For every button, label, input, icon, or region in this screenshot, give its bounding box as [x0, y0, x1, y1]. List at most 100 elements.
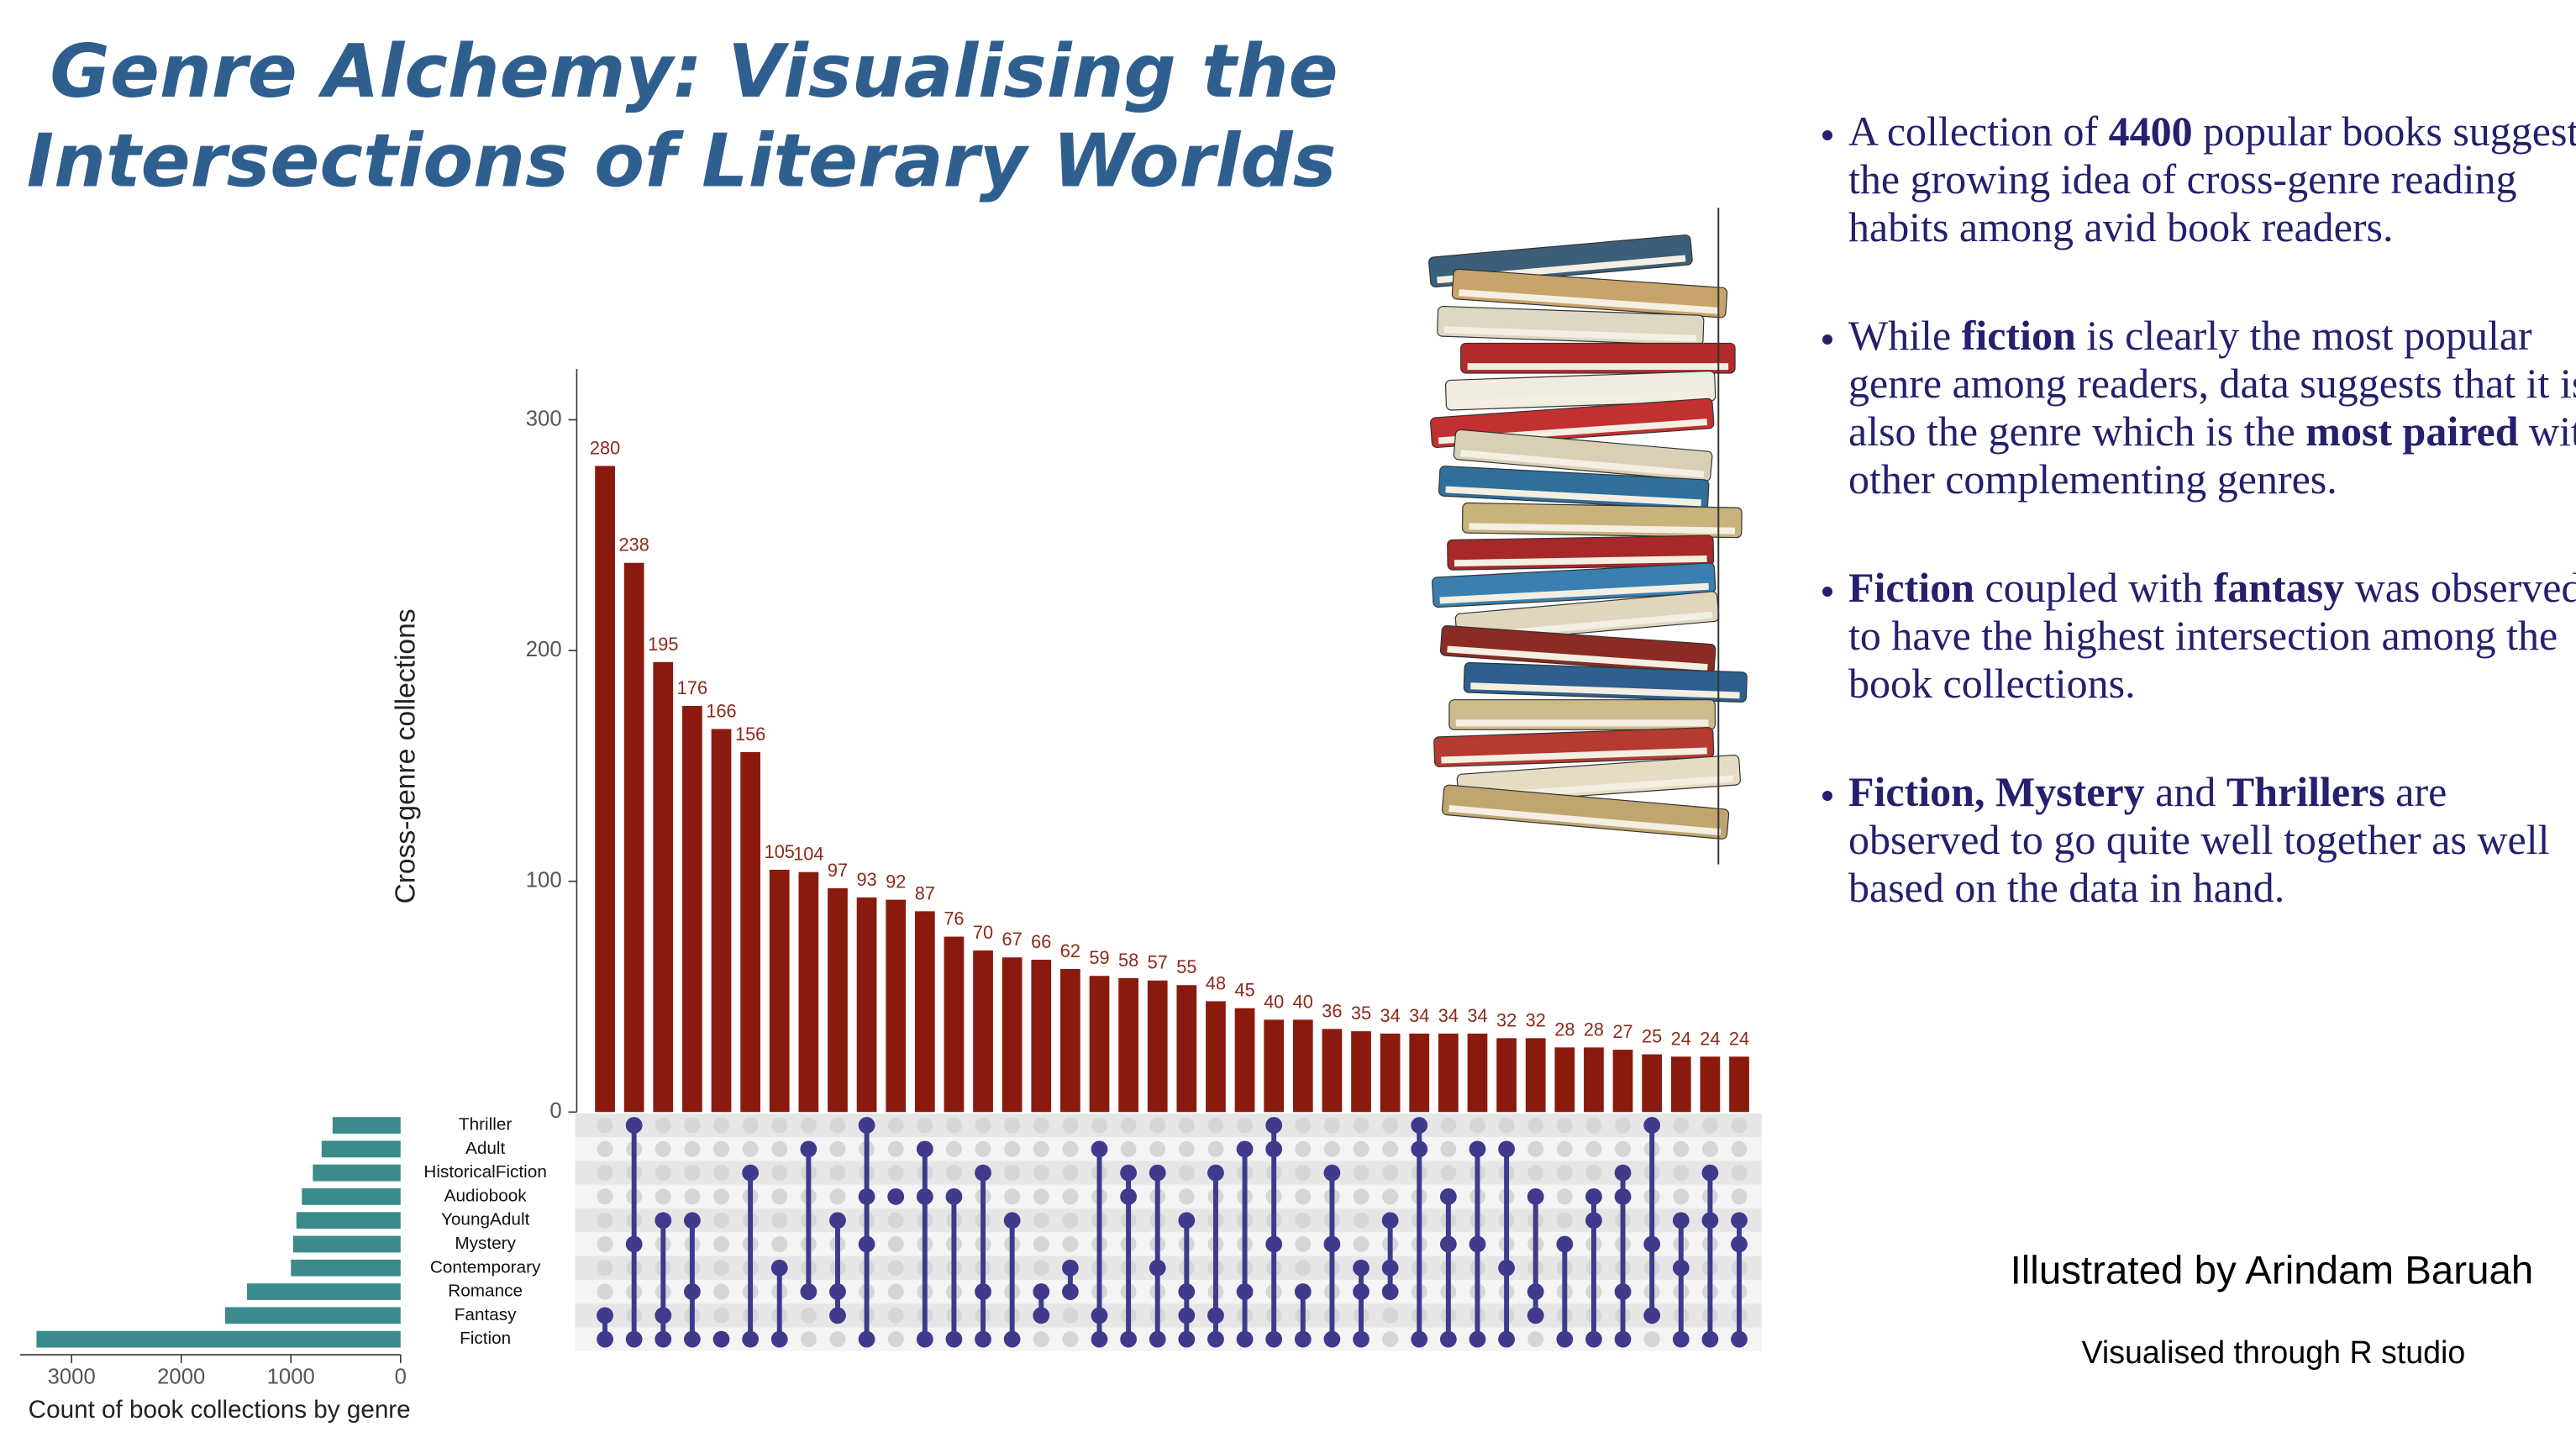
empty-dot — [1469, 1117, 1485, 1134]
empty-dot — [597, 1283, 613, 1300]
empty-dot — [1701, 1140, 1718, 1157]
member-dot — [770, 1259, 788, 1277]
empty-dot — [1004, 1165, 1021, 1182]
empty-dot — [1556, 1212, 1573, 1229]
text: was observed to have the highest interse… — [1848, 564, 2576, 707]
empty-dot — [945, 1117, 962, 1134]
member-dot — [1033, 1307, 1050, 1324]
set-size-bar — [296, 1212, 401, 1229]
member-dot — [1469, 1140, 1486, 1158]
member-dot — [1149, 1330, 1166, 1348]
book-pages — [1441, 747, 1707, 764]
member-dot — [1731, 1330, 1748, 1348]
member-dot — [800, 1283, 817, 1300]
book-pages — [1448, 805, 1722, 836]
bar — [1031, 960, 1052, 1113]
bar — [1147, 980, 1168, 1113]
empty-dot — [742, 1140, 759, 1157]
empty-dot — [887, 1165, 904, 1182]
bar — [1292, 1019, 1313, 1113]
member-dot — [625, 1117, 643, 1134]
empty-dot — [1527, 1165, 1544, 1182]
member-dot — [1439, 1235, 1457, 1253]
member-dot — [1498, 1330, 1515, 1348]
empty-dot — [1062, 1117, 1079, 1134]
empty-dot — [1062, 1188, 1079, 1205]
empty-dot — [945, 1165, 962, 1182]
bar — [1234, 1008, 1255, 1113]
member-dot — [1585, 1188, 1602, 1205]
value-label: 32 — [1496, 1009, 1517, 1030]
empty-dot — [1004, 1140, 1021, 1157]
empty-dot — [829, 1117, 846, 1134]
member-dot — [1236, 1330, 1254, 1348]
member-dot — [1265, 1140, 1283, 1158]
member-dot — [858, 1188, 875, 1205]
member-dot — [1178, 1307, 1196, 1324]
member-dot — [1381, 1259, 1399, 1277]
bar — [653, 661, 674, 1113]
set-label: HistoricalFiction — [423, 1162, 546, 1182]
member-dot — [1527, 1307, 1544, 1324]
member-dot — [597, 1330, 613, 1348]
set-size-bar — [224, 1307, 401, 1324]
bar — [1467, 1033, 1488, 1113]
member-dot — [1294, 1283, 1312, 1300]
empty-dot — [1120, 1117, 1137, 1134]
empty-dot — [597, 1260, 613, 1277]
member-dot — [1353, 1330, 1369, 1348]
value-label: 93 — [856, 869, 876, 890]
bar — [1438, 1033, 1459, 1113]
book-pages — [1443, 326, 1697, 342]
value-label: 40 — [1264, 991, 1284, 1012]
empty-dot — [713, 1307, 730, 1324]
title-line: Genre Alchemy: Visualising the — [50, 29, 1338, 114]
member-dot — [1003, 1330, 1021, 1348]
x-tick-label: 0 — [395, 1366, 407, 1389]
member-dot — [1614, 1330, 1632, 1348]
member-dot — [1294, 1330, 1312, 1348]
empty-dot — [1731, 1140, 1748, 1157]
empty-dot — [1178, 1165, 1195, 1182]
value-label: 24 — [1700, 1028, 1720, 1049]
empty-dot — [713, 1140, 730, 1157]
member-dot — [1498, 1140, 1515, 1158]
empty-dot — [1062, 1331, 1079, 1348]
empty-dot — [1295, 1188, 1312, 1205]
member-dot — [1353, 1283, 1369, 1300]
bar — [1584, 1047, 1604, 1113]
member-dot — [1178, 1330, 1196, 1348]
empty-dot — [1353, 1165, 1369, 1182]
empty-dot — [1382, 1165, 1399, 1182]
empty-dot — [1062, 1140, 1079, 1157]
empty-dot — [713, 1165, 730, 1182]
set-label: YoungAdult — [441, 1210, 530, 1229]
empty-dot — [800, 1117, 817, 1134]
member-dot — [712, 1330, 730, 1348]
empty-dot — [887, 1331, 904, 1348]
bullet: While fiction is clearly the most popula… — [1848, 312, 2576, 503]
member-dot — [1643, 1117, 1661, 1134]
empty-dot — [1382, 1117, 1399, 1134]
text: are observed to go quite well together a… — [1848, 768, 2550, 911]
member-dot — [625, 1330, 643, 1348]
member-dot — [655, 1330, 672, 1348]
value-label: 97 — [828, 860, 848, 881]
member-dot — [1323, 1330, 1341, 1348]
empty-dot — [1149, 1117, 1166, 1134]
empty-dot — [1527, 1117, 1544, 1134]
member-dot — [1061, 1259, 1079, 1277]
value-label: 195 — [648, 634, 678, 655]
text: is clearly the most popular genre among … — [1848, 312, 2576, 455]
empty-dot — [1585, 1117, 1602, 1134]
empty-dot — [1353, 1117, 1369, 1134]
book-pages — [1453, 391, 1709, 407]
set-size-bar — [302, 1188, 401, 1205]
empty-dot — [887, 1260, 904, 1277]
empty-dot — [1178, 1188, 1195, 1205]
empty-dot — [1004, 1117, 1021, 1134]
empty-dot — [945, 1140, 962, 1157]
value-label: 67 — [1002, 929, 1023, 950]
